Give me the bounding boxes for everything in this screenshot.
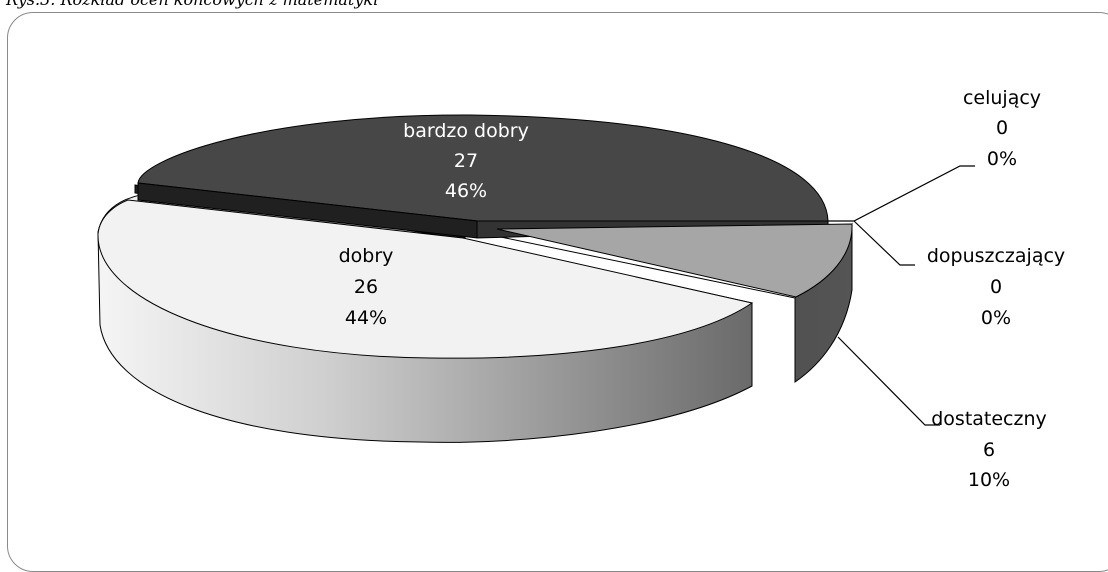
slice-dostateczny — [496, 223, 853, 298]
label-value-dobry: 26 — [354, 276, 378, 298]
label-name-dostateczny: dostateczny — [931, 408, 1047, 430]
label-name-dobry: dobry — [339, 245, 394, 267]
slice-bardzo-dobry — [137, 114, 829, 222]
label-percent-celujacy: 0% — [987, 148, 1017, 170]
label-percent-bardzo-dobry: 46% — [445, 180, 487, 202]
label-percent-dostateczny: 10% — [968, 469, 1010, 491]
slice-side-dostateczny — [495, 222, 853, 383]
data-label-dobry: dobry 26 44% — [339, 245, 394, 329]
data-label-celujacy: celujący 0 0% — [963, 87, 1041, 170]
data-label-dopuszczajacy: dopuszczający 0 0% — [927, 245, 1065, 329]
label-name-celujacy: celujący — [963, 87, 1041, 109]
data-label-dostateczny: dostateczny 6 10% — [931, 408, 1047, 491]
leader-line-dostateczny — [837, 336, 940, 426]
label-name-dopuszczajacy: dopuszczający — [927, 245, 1065, 267]
slice-dobry — [97, 199, 754, 359]
leader-line-dopuszczajacy — [853, 220, 915, 266]
label-value-dostateczny: 6 — [983, 439, 995, 461]
figure-caption: Rys.3. Rozkład ocen końcowych z matematy… — [6, 0, 378, 9]
label-percent-dobry: 44% — [345, 307, 387, 329]
label-value-celujacy: 0 — [996, 117, 1008, 139]
pie-chart: bardzo dobry 27 46% dobry 26 44% dostate… — [97, 87, 1065, 491]
label-value-dopuszczajacy: 0 — [990, 276, 1002, 298]
data-label-bardzo-dobry: bardzo dobry 27 46% — [403, 120, 529, 202]
label-percent-dopuszczajacy: 0% — [981, 307, 1011, 329]
label-name-bardzo-dobry: bardzo dobry — [403, 120, 529, 142]
label-value-bardzo-dobry: 27 — [454, 150, 478, 172]
leader-line-celujacy — [828, 165, 975, 222]
